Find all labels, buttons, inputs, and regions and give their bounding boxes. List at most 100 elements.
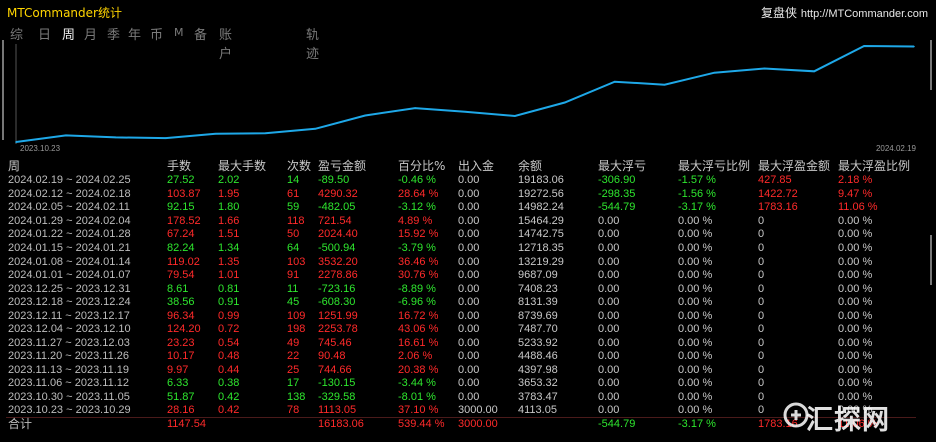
tab-year[interactable]: 年 [128,28,142,43]
cell-balance: 15464.29 [518,214,564,227]
cell-max-lots: 0.42 [218,391,240,404]
table-row[interactable]: 2024.01.01 ~ 2024.01.07 79.54 1.01 91 2278.8… [6,269,916,283]
tab-overview[interactable]: 综 [10,28,24,43]
column-header[interactable]: 出入金 [458,159,495,173]
cell-max-fp-pct: 11.06 % [838,201,878,214]
column-header[interactable]: 最大浮盈金额 [758,159,831,173]
table-row[interactable]: 2023.11.27 ~ 2023.12.03 23.23 0.54 49 745.46… [6,337,916,351]
total-pct: 539.44 % [396,417,456,432]
cell-pct: -8.01 % [398,391,436,404]
cell-trades: 61 [287,187,300,200]
table-row[interactable]: 2023.10.30 ~ 2023.11.05 51.87 0.42 138 -329.… [6,391,916,405]
table-row[interactable]: 2024.02.05 ~ 2024.02.11 92.15 1.80 59 -482.0… [6,201,916,215]
balance-chart-svg: 2023.10.23 2024.02.19 [15,44,917,153]
table-row[interactable]: 2023.12.25 ~ 2023.12.31 8.61 0.81 11 -723.16… [6,282,916,296]
cell-trades: 59 [287,201,300,214]
table-row[interactable]: 2023.11.06 ~ 2023.11.12 6.33 0.38 17 -130.15… [6,377,916,391]
cell-lots: 6.33 [167,377,189,390]
table-row[interactable]: 2023.12.18 ~ 2023.12.24 38.56 0.91 45 -608.3… [6,296,916,310]
cell-balance: 13219.29 [518,255,564,268]
column-header[interactable]: 次数 [287,159,312,173]
left-edge [2,40,4,140]
cell-balance: 3783.47 [518,391,558,404]
cell-max-fp: 0 [758,377,765,390]
cell-max-fp-pct: 0.00 % [838,363,873,376]
cell-max-dd-pct: 0.00 % [678,282,713,295]
cell-max-fp-pct: 0.00 % [838,214,873,227]
column-header[interactable]: 最大手数 [218,159,267,173]
cell-pct: -8.89 % [398,282,436,295]
cell-max-fp: 0 [758,296,765,309]
column-header[interactable]: 百分比% [398,159,446,173]
total-max-dd: -544.79 [596,417,676,432]
cell-max-fp-pct: 2.18 % [838,174,873,187]
table-row[interactable]: 2023.12.04 ~ 2023.12.10 124.20 0.72 198 2253… [6,323,916,337]
tab-account[interactable]: 账户 [219,28,233,62]
cell-balance: 12718.35 [518,242,564,254]
column-header[interactable]: 最大浮亏 [598,159,647,173]
cell-max-dd: 0.00 [598,269,620,282]
column-header[interactable]: 盈亏金额 [318,159,367,173]
table-row[interactable]: 2024.02.19 ~ 2024.02.25 27.52 2.02 14 -89.50… [6,174,916,188]
cell-period: 2023.11.27 ~ 2023.12.03 [8,336,130,349]
cell-max-lots: 0.54 [218,336,240,349]
cell-pct: 16.61 % [398,336,439,349]
total-label: 合计 [6,417,165,432]
table-row[interactable]: 2024.01.15 ~ 2024.01.21 82.24 1.34 64 -500.9… [6,242,916,256]
tab-month[interactable]: 月 [84,28,98,43]
table-row[interactable]: 2023.11.13 ~ 2023.11.19 9.97 0.44 25 744.66 2… [6,364,916,378]
tab-note[interactable]: 备 [194,28,208,43]
column-header[interactable]: 周 [8,159,21,173]
cell-max-fp-pct: 0.00 % [838,269,873,282]
total-pnl: 16183.06 [316,417,396,432]
cell-max-fp: 0 [758,214,765,227]
tab-quarter[interactable]: 季 [107,28,121,43]
total-max-fp-pct: 11.06 % [836,417,916,432]
cell-max-dd-pct: 0.00 % [678,242,713,254]
cell-max-dd: 0.00 [598,391,620,404]
cell-pct: -6.96 % [398,296,436,309]
table-row[interactable]: 2024.01.08 ~ 2024.01.14 119.02 1.35 103 3532… [6,255,916,269]
cell-max-dd: 0.00 [598,404,620,417]
cell-max-lots: 1.66 [218,214,240,227]
cell-period: 2023.12.18 ~ 2023.12.24 [8,296,131,309]
table-row[interactable]: 2023.12.11 ~ 2023.12.17 96.34 0.99 109 1251.… [6,309,916,323]
column-header[interactable]: 最大浮亏比例 [678,159,751,173]
cell-pnl: 4290.32 [318,187,358,200]
cell-pnl: 721.54 [318,214,352,227]
cell-max-fp-pct: 0.00 % [838,296,873,309]
brand-link[interactable]: 复盘侠 http://MTCommander.com [761,4,928,21]
column-header[interactable]: 余额 [518,159,543,173]
tab-track[interactable]: 轨迹 [306,28,320,62]
cell-period: 2024.02.05 ~ 2024.02.11 [8,201,130,214]
cell-flow: 0.00 [458,323,480,336]
cell-max-lots: 1.01 [218,269,240,282]
cell-max-dd: -306.90 [598,174,636,187]
cell-flow: 0.00 [458,214,480,227]
tab-day[interactable]: 日 [38,28,52,43]
cell-flow: 0.00 [458,350,480,363]
cell-max-dd: 0.00 [598,363,620,376]
cell-pct: -3.44 % [398,377,436,390]
total-max-dd-pct: -3.17 % [676,417,756,432]
table-row[interactable]: 2024.02.12 ~ 2024.02.18 103.87 1.95 61 4290.… [6,188,916,202]
cell-pnl: -329.58 [318,391,356,404]
table-row[interactable]: 2023.10.23 ~ 2023.10.29 28.16 0.42 78 1113.0… [6,404,916,418]
cell-trades: 78 [287,404,300,417]
cell-balance: 14742.75 [518,228,564,241]
table-row[interactable]: 2024.01.22 ~ 2024.01.28 67.24 1.51 50 2024.4… [6,228,916,242]
cell-lots: 10.17 [167,350,195,363]
cell-lots: 178.52 [167,214,201,227]
cell-max-fp-pct: 0.00 % [838,228,873,241]
column-header[interactable]: 最大浮盈比例 [838,159,911,173]
balance-point [414,107,416,109]
table-row[interactable]: 2023.11.20 ~ 2023.11.26 10.17 0.48 22 90.48 2… [6,350,916,364]
tab-week[interactable]: 周 [62,28,76,43]
table-row[interactable]: 2024.01.29 ~ 2024.02.04 178.52 1.66 118 721.… [6,215,916,229]
x-end-label: 2024.02.19 [876,144,917,153]
column-header[interactable]: 手数 [167,159,192,173]
brand-url[interactable]: http://MTCommander.com [800,8,928,20]
right-edge-mid [930,235,932,285]
tab-symbol[interactable]: 币 [150,28,164,43]
tab-m[interactable]: M [174,26,184,39]
